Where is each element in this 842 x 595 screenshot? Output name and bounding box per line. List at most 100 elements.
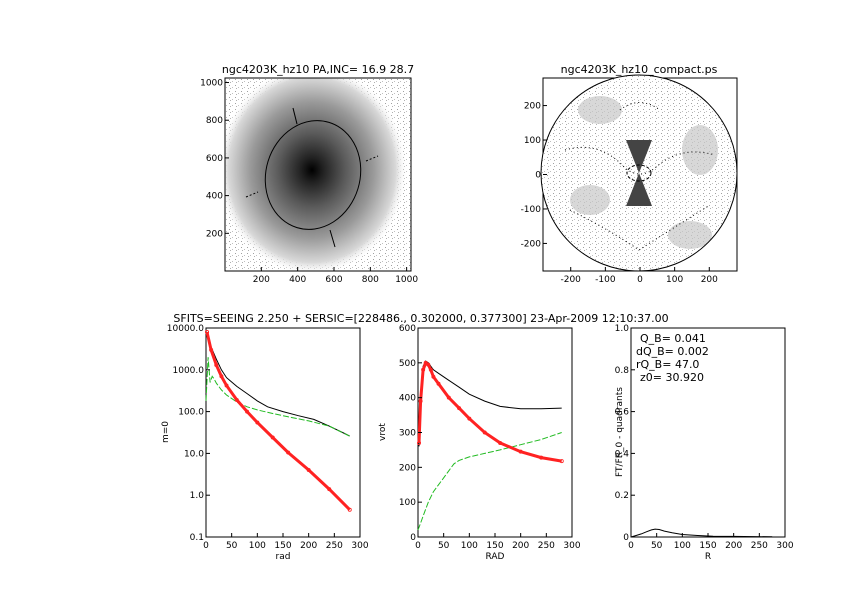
qb-xtick-label: 50 [651, 541, 663, 551]
compact-map-circle [540, 74, 738, 272]
qb-panel: 0 50 100 150 200 250 300 0 0.2 0.4 0.6 0.8 1.0 R FT/… [615, 324, 794, 562]
m0-profile-series-point [234, 397, 239, 402]
galaxy-image-xtick-label: 400 [289, 275, 306, 285]
galaxy-image-ticks: 200 400 600 800 1000 200 400 600 800 1000 [200, 79, 418, 285]
qb-ytick-label: 0.4 [615, 449, 630, 459]
m0-profile-series-line-0 [206, 334, 350, 437]
vrot-ytick-label: 300 [399, 429, 416, 439]
m0-profile-series [205, 330, 352, 512]
vrot-ytick-label: 400 [399, 394, 416, 404]
m0-profile-series-point [209, 347, 214, 352]
galaxy-image-ytick-label: 600 [206, 154, 223, 164]
m0-profile-xtick-label: 150 [274, 541, 291, 551]
m0-profile-series-line-1 [205, 357, 350, 437]
m0-profile-ytick-label: 10000.0 [167, 324, 204, 334]
patch-4 [668, 221, 712, 249]
qb-xtick-label: 0 [628, 541, 634, 551]
vrot-series-point [431, 374, 436, 379]
m0-profile-xtick-label: 250 [326, 541, 343, 551]
qb-ytick-label: 1.0 [615, 324, 630, 334]
qb-ytick-label: 0 [623, 533, 629, 543]
vrot-series-line-1 [417, 432, 562, 531]
galaxy-image-xtick-label: 1000 [395, 275, 418, 285]
compact-map-ytick-label: 200 [524, 102, 541, 112]
vrot-ytick-label: 600 [399, 324, 416, 334]
qb-annotation-z0: z0= 30.920 [640, 371, 704, 384]
m0-profile-ytick-label: 10.0 [184, 449, 204, 459]
compact-map-xtick-label: 0 [637, 275, 643, 285]
vrot-xtick-label: 0 [415, 541, 421, 551]
vrot-series-point [457, 406, 462, 411]
vrot-xtick-label: 100 [461, 541, 478, 551]
vrot-xtick-label: 300 [563, 541, 580, 551]
m0-profile-ytick-label: 0.1 [190, 533, 204, 543]
compact-map-panel: ngc4203K_hz10_compact.ps -200 -100 0 100 200… [521, 63, 738, 285]
galaxy-image-frame [224, 77, 412, 272]
qb-series [630, 528, 773, 538]
patch-2 [682, 125, 718, 175]
major-axis-bottom [329, 229, 336, 248]
compact-map-xtick-label: 100 [666, 275, 683, 285]
m0-profile-series-point [327, 487, 332, 492]
m0-profile-series-point [219, 374, 224, 379]
galaxy-image-ytick-label: 200 [206, 229, 223, 239]
bar-upper-lobe [626, 140, 652, 173]
qb-xtick-label: 250 [751, 541, 768, 551]
vrot-frame [417, 327, 573, 538]
qb-xtick-label: 100 [674, 541, 691, 551]
vrot-panel: 0 50 100 150 200 250 300 0 100 200 300 400 500 600 RA… [378, 324, 581, 562]
m0-profile-ytick-label: 1.0 [190, 491, 205, 501]
vrot-series [417, 360, 564, 531]
m0-profile-xlabel: rad [276, 552, 291, 562]
qb-annotation-dqb: dQ_B= 0.002 [636, 345, 709, 358]
m0-profile-series-point [245, 409, 250, 414]
m0-profile-series-point [306, 468, 311, 473]
vrot-xlabel: RAD [486, 552, 505, 562]
compact-map-ytick-label: 0 [535, 171, 541, 181]
m0-profile-xtick-label: 0 [203, 541, 209, 551]
inner-ellipse [626, 164, 652, 182]
m0-profile-ylabel: m=0 [161, 421, 171, 443]
vrot-series-line-0 [418, 360, 562, 447]
compact-map-xtick-label: -200 [560, 275, 581, 285]
vrot-series-point [467, 416, 472, 421]
vrot-ticks: 0 50 100 150 200 250 300 0 100 200 300 400 500 600 [399, 324, 581, 551]
m0-profile-series-point [255, 420, 260, 425]
major-axis-top [292, 107, 298, 125]
qb-ytick-label: 0.6 [615, 408, 630, 418]
m0-profile-ticks: 0 50 100 150 200 250 300 0.1 1.0 10.0 100.0 1000.0 1… [167, 324, 369, 551]
m0-profile-xtick-label: 100 [249, 541, 266, 551]
compact-map-ytick-label: -200 [521, 239, 542, 249]
qb-ylabel: FT/FR_0 - quadrants [615, 387, 625, 477]
vrot-series-point [428, 367, 433, 372]
vrot-series-point [436, 381, 441, 386]
qb-xlabel: R [705, 552, 711, 562]
vrot-ytick-label: 100 [399, 498, 416, 508]
m0-profile-series-point [214, 363, 219, 368]
m0-profile-xtick-label: 200 [300, 541, 317, 551]
compact-map-ytick-label: 100 [524, 136, 541, 146]
galaxy-light [225, 78, 407, 271]
m0-profile-frame [205, 327, 361, 538]
m0-profile-series-point [286, 450, 291, 455]
compact-map-title: ngc4203K_hz10_compact.ps [561, 63, 718, 76]
fit-ellipse [264, 120, 362, 230]
m0-profile-series-point [205, 330, 210, 335]
bar-lower-lobe [626, 173, 652, 206]
vrot-xtick-label: 200 [512, 541, 529, 551]
vrot-series-point [417, 440, 422, 445]
qb-xtick-label: 200 [725, 541, 742, 551]
galaxy-image-panel: ngc4203K_hz10 PA,INC= 16.9 28.7 200 400 60… [200, 63, 418, 285]
m0-profile-xtick-label: 300 [351, 541, 368, 551]
galaxy-image-xtick-label: 800 [362, 275, 379, 285]
qb-annotation-qb: Q_B= 0.041 [640, 332, 706, 345]
vrot-series-point [421, 367, 426, 372]
vrot-xtick-label: 50 [438, 541, 450, 551]
vrot-xtick-label: 250 [538, 541, 555, 551]
compact-map-xtick-label: 200 [701, 275, 718, 285]
patch-3 [570, 185, 610, 215]
vrot-ylabel: vrot [378, 423, 388, 441]
galaxy-image-title: ngc4203K_hz10 PA,INC= 16.9 28.7 [222, 63, 414, 76]
compact-map-ytick-label: -100 [521, 205, 542, 215]
